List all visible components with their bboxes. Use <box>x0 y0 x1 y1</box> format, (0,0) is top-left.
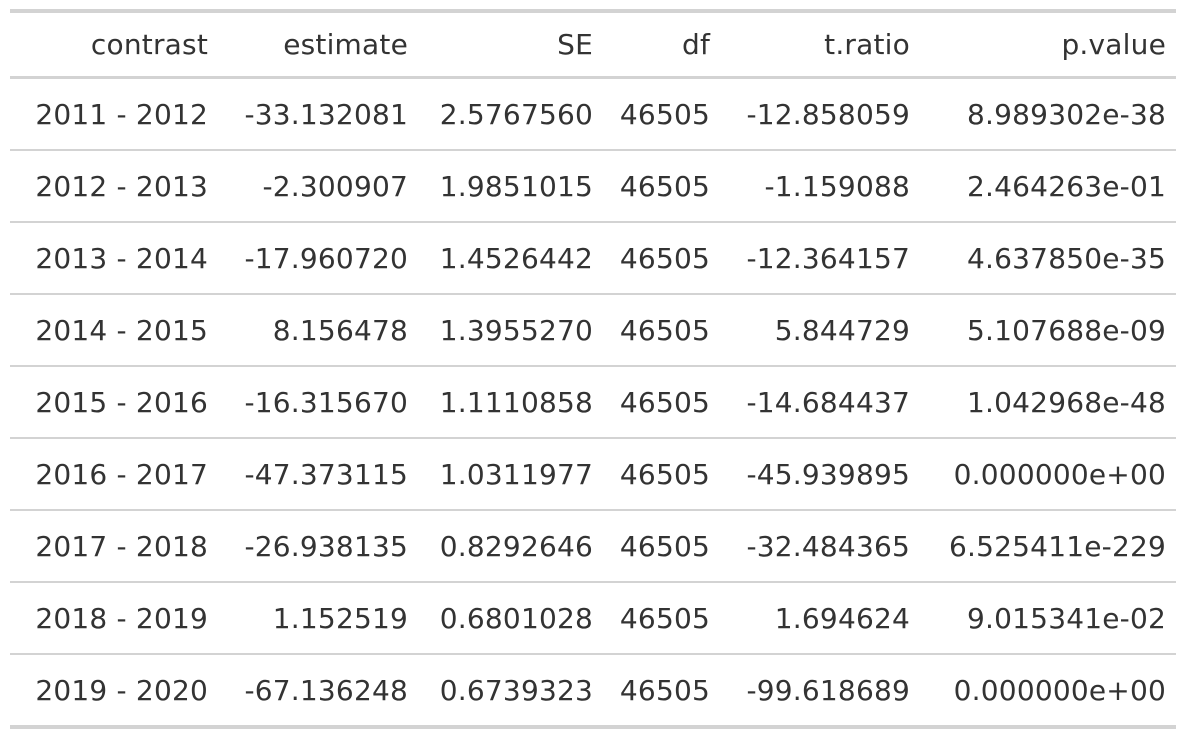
cell-estimate: -26.938135 <box>244 529 408 563</box>
table-row: 2012 - 2013 -2.300907 1.9851015 46505 -1… <box>10 150 1176 222</box>
cell-estimate: -17.960720 <box>244 241 408 275</box>
cell-estimate: -2.300907 <box>262 169 408 203</box>
cell-df: 46505 <box>619 457 710 491</box>
cell-p-value: 2.464263e-01 <box>967 169 1166 203</box>
cell-contrast: 2019 - 2020 <box>35 673 208 707</box>
table-row: 2011 - 2012 -33.132081 2.5767560 46505 -… <box>10 78 1176 150</box>
cell-t-ratio: -14.684437 <box>746 385 910 419</box>
cell-df: 46505 <box>619 529 710 563</box>
cell-estimate: -47.373115 <box>244 457 408 491</box>
cell-contrast: 2013 - 2014 <box>35 241 208 275</box>
cell-t-ratio: -32.484365 <box>746 529 910 563</box>
contrast-table: contrast estimate SE df t.ratio p.value … <box>10 9 1176 729</box>
cell-contrast: 2016 - 2017 <box>35 457 208 491</box>
table-row: 2017 - 2018 -26.938135 0.8292646 46505 -… <box>10 510 1176 582</box>
cell-t-ratio: -12.858059 <box>746 97 910 131</box>
cell-t-ratio: 1.694624 <box>774 601 910 635</box>
cell-t-ratio: 5.844729 <box>774 313 910 347</box>
cell-p-value: 0.000000e+00 <box>953 457 1166 491</box>
cell-se: 1.9851015 <box>439 169 593 203</box>
header-contrast: contrast <box>90 28 208 61</box>
table-row: 2014 - 2015 8.156478 1.3955270 46505 5.8… <box>10 294 1176 366</box>
table-row: 2018 - 2019 1.152519 0.6801028 46505 1.6… <box>10 582 1176 654</box>
cell-p-value: 1.042968e-48 <box>967 385 1166 419</box>
table-row: 2016 - 2017 -47.373115 1.0311977 46505 -… <box>10 438 1176 510</box>
cell-contrast: 2014 - 2015 <box>35 313 208 347</box>
cell-estimate: -67.136248 <box>244 673 408 707</box>
header-df: df <box>681 28 710 61</box>
cell-contrast: 2011 - 2012 <box>35 97 208 131</box>
table-row: 2013 - 2014 -17.960720 1.4526442 46505 -… <box>10 222 1176 294</box>
cell-contrast: 2012 - 2013 <box>35 169 208 203</box>
cell-p-value: 5.107688e-09 <box>967 313 1166 347</box>
cell-df: 46505 <box>619 601 710 635</box>
cell-t-ratio: -12.364157 <box>746 241 910 275</box>
cell-t-ratio: -45.939895 <box>746 457 910 491</box>
cell-contrast: 2018 - 2019 <box>35 601 208 635</box>
cell-se: 0.6739323 <box>439 673 593 707</box>
cell-se: 0.6801028 <box>439 601 593 635</box>
cell-df: 46505 <box>619 673 710 707</box>
header-se: SE <box>557 28 593 61</box>
cell-se: 1.0311977 <box>439 457 593 491</box>
cell-estimate: 8.156478 <box>272 313 408 347</box>
cell-contrast: 2017 - 2018 <box>35 529 208 563</box>
cell-estimate: -16.315670 <box>244 385 408 419</box>
cell-p-value: 0.000000e+00 <box>953 673 1166 707</box>
table-row: 2015 - 2016 -16.315670 1.1110858 46505 -… <box>10 366 1176 438</box>
cell-p-value: 8.989302e-38 <box>967 97 1166 131</box>
header-estimate: estimate <box>283 28 408 61</box>
cell-estimate: 1.152519 <box>272 601 408 635</box>
table-body: 2011 - 2012 -33.132081 2.5767560 46505 -… <box>10 78 1176 727</box>
table-row: 2019 - 2020 -67.136248 0.6739323 46505 -… <box>10 654 1176 727</box>
cell-df: 46505 <box>619 169 710 203</box>
cell-se: 1.4526442 <box>439 241 593 275</box>
header-t-ratio: t.ratio <box>824 28 910 61</box>
cell-df: 46505 <box>619 241 710 275</box>
cell-se: 1.1110858 <box>439 385 593 419</box>
cell-se: 1.3955270 <box>439 313 593 347</box>
cell-p-value: 6.525411e-229 <box>949 529 1166 563</box>
contrast-table-container: contrast estimate SE df t.ratio p.value … <box>10 9 1176 729</box>
cell-p-value: 9.015341e-02 <box>967 601 1166 635</box>
cell-df: 46505 <box>619 385 710 419</box>
cell-contrast: 2015 - 2016 <box>35 385 208 419</box>
cell-p-value: 4.637850e-35 <box>967 241 1166 275</box>
cell-t-ratio: -1.159088 <box>764 169 910 203</box>
cell-t-ratio: -99.618689 <box>746 673 910 707</box>
header-row: contrast estimate SE df t.ratio p.value <box>10 11 1176 78</box>
table-header: contrast estimate SE df t.ratio p.value <box>10 11 1176 78</box>
cell-df: 46505 <box>619 97 710 131</box>
header-p-value: p.value <box>1061 28 1166 61</box>
cell-estimate: -33.132081 <box>244 97 408 131</box>
cell-se: 2.5767560 <box>439 97 593 131</box>
cell-se: 0.8292646 <box>439 529 593 563</box>
cell-df: 46505 <box>619 313 710 347</box>
